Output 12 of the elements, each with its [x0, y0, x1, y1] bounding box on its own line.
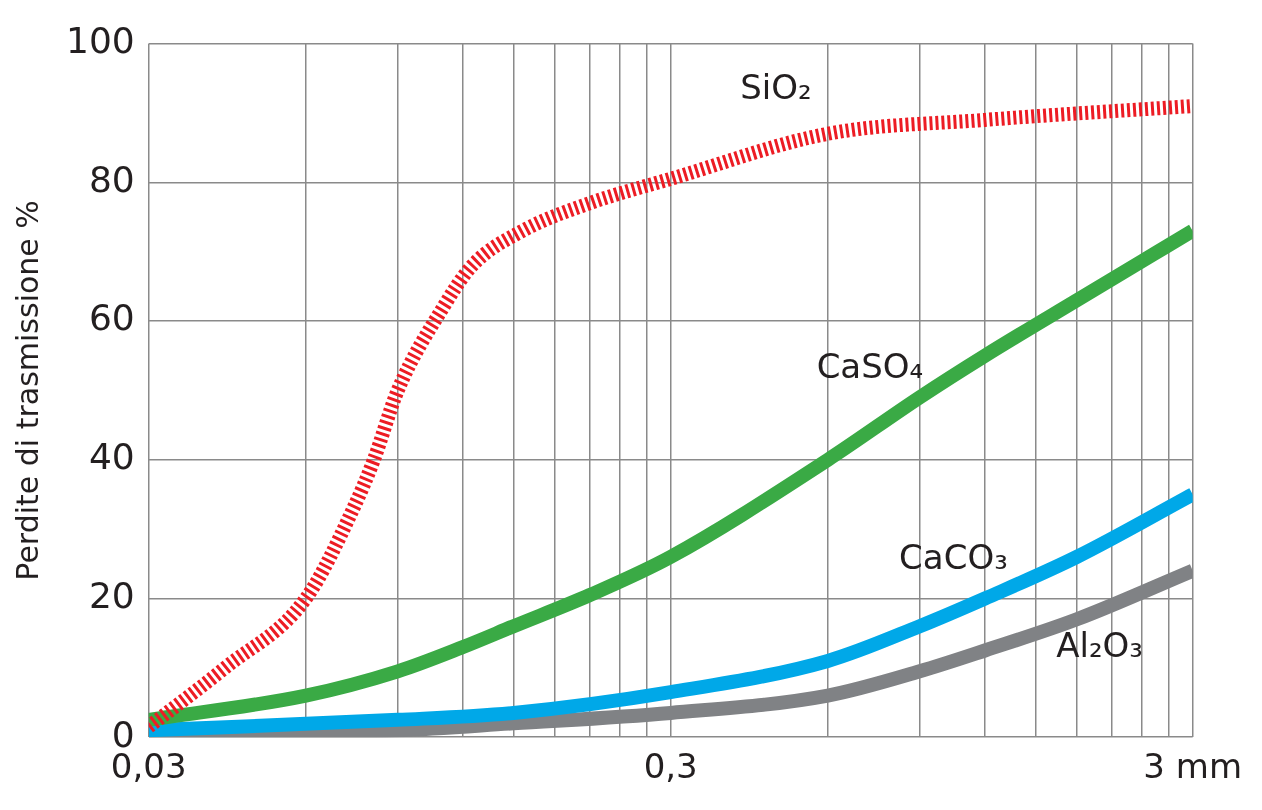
series-label: CaSO₄	[816, 345, 924, 386]
x-tick-label: 0,3	[643, 746, 698, 787]
x-tick-label: 3 mm	[1143, 746, 1242, 787]
series-label: Al₂O₃	[1056, 625, 1143, 666]
y-axis-title: Perdite di trasmissione %	[9, 200, 45, 581]
y-tick-label: 60	[88, 297, 135, 339]
y-tick-label: 100	[65, 19, 135, 61]
series-label: CaCO₃	[899, 537, 1008, 578]
y-tick-label: 40	[88, 436, 135, 478]
y-tick-label: 20	[88, 574, 135, 616]
y-tick-label: 80	[88, 158, 135, 200]
series-label: SiO₂	[740, 66, 812, 107]
